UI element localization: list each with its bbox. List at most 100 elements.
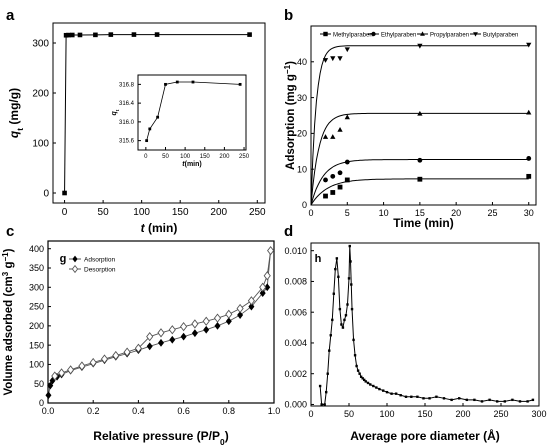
panel-d-point bbox=[511, 398, 514, 402]
panel-a-chart: 0 50 100 150 200 250 0 100 200 300 t (min) qt (mg/g… bbox=[7, 22, 266, 235]
panel-c-y-tick-label: 200 bbox=[29, 321, 44, 331]
panel-b-point-methylparaben bbox=[344, 177, 350, 183]
panel-b-x-tick-label: 15 bbox=[415, 208, 425, 218]
panel-d-point bbox=[428, 397, 431, 400]
panel-d-point bbox=[347, 277, 351, 280]
panel-c-desorption-point bbox=[112, 350, 120, 361]
panel-b-x-axis-label: Time (min) bbox=[393, 216, 453, 230]
panel-d-point bbox=[473, 398, 476, 402]
panel-d-x-tick-label: 250 bbox=[493, 409, 508, 419]
panel-c-x-tick-label: 0.2 bbox=[87, 406, 100, 416]
panel-c-desorption-point bbox=[67, 365, 75, 375]
panel-d-y-tick-label: 0.002 bbox=[284, 369, 307, 379]
panel-a-inset-y-tick-label: 315.6 bbox=[119, 139, 135, 145]
panel-d-point bbox=[329, 334, 332, 337]
panel-c-desorption-point bbox=[180, 321, 188, 332]
panel-c-desorption-point bbox=[146, 332, 154, 342]
panel-a-inset-plot-frame bbox=[137, 74, 247, 151]
panel-b-point-methylparaben bbox=[417, 176, 423, 182]
panel-b-y-tick-label: 30 bbox=[297, 93, 307, 103]
panel-c-desorption-point bbox=[78, 361, 86, 371]
panel-c-plot-frame bbox=[47, 240, 275, 404]
panel-a-point bbox=[62, 190, 67, 196]
panel-b-point-methylparaben bbox=[323, 193, 328, 199]
panel-a-x-tick-label: 150 bbox=[172, 207, 189, 218]
panel-c-desorption-point bbox=[157, 328, 165, 338]
panel-a-inset-x-tick-label: 50 bbox=[162, 154, 169, 160]
panel-b-fit-curve-methylparaben bbox=[310, 178, 529, 206]
panel-d-inner-label: h bbox=[315, 253, 322, 265]
panel-b-legend-label: Methylparaben bbox=[333, 33, 373, 39]
panel-c-desorption-point bbox=[89, 357, 97, 368]
panel-b-point-butylparaben bbox=[322, 58, 329, 63]
panel-d-x-tick-label: 300 bbox=[531, 409, 546, 419]
panel-b-legend-marker bbox=[371, 31, 376, 37]
panel-a-y-tick-label: 200 bbox=[32, 89, 49, 100]
panel-b-x-tick-label: 5 bbox=[345, 208, 350, 218]
panel-a-y-tick-label: 0 bbox=[43, 189, 49, 200]
panel-d-point bbox=[340, 323, 343, 326]
panel-c-adsorption-point bbox=[146, 342, 153, 351]
panel-d-point bbox=[358, 372, 361, 375]
panel-c-adsorption-point bbox=[214, 321, 221, 330]
panel-c-desorption-point bbox=[267, 246, 275, 256]
panel-d-point bbox=[334, 267, 337, 271]
panel-d-x-tick-label: 50 bbox=[344, 409, 354, 419]
panel-d-point bbox=[404, 395, 408, 398]
panel-c-desorption-point bbox=[100, 354, 109, 364]
panel-c-y-tick-label: 250 bbox=[29, 302, 44, 312]
panel-c-y-tick-label: 300 bbox=[29, 282, 44, 292]
panel-a-plot-frame bbox=[52, 22, 266, 204]
panel-d-point bbox=[341, 326, 345, 329]
panel-d-point bbox=[350, 307, 354, 311]
panel-c-desorption-point bbox=[191, 319, 199, 329]
panel-c-y-tick-label: 400 bbox=[29, 244, 44, 254]
panel-d-point bbox=[363, 378, 366, 382]
panel-b-point-ethylparaben bbox=[323, 177, 328, 183]
panel-d-point bbox=[366, 381, 370, 385]
panel-d-point bbox=[518, 400, 522, 403]
panel-a-point bbox=[247, 32, 252, 37]
panel-c-desorption-point bbox=[247, 296, 255, 306]
panel-b-legend-label: Propylparaben bbox=[430, 33, 469, 39]
panel-d-point bbox=[496, 400, 499, 403]
panel-a-inset-line bbox=[146, 81, 241, 141]
panel-a-inset-x-tick-label: 200 bbox=[219, 154, 230, 160]
panel-d-point bbox=[323, 403, 326, 406]
panel-a-y-tick-label: 300 bbox=[32, 39, 49, 50]
panel-d-point bbox=[458, 397, 461, 400]
panel-c-desorption-point bbox=[57, 368, 66, 378]
panel-d-point bbox=[348, 244, 351, 248]
panel-c-adsorption-line bbox=[48, 250, 272, 396]
panel-d-point bbox=[480, 400, 484, 403]
panel-b-point-ethylparaben bbox=[337, 170, 343, 176]
panel-b-point-butylparaben bbox=[344, 47, 350, 53]
panel-label-b: b bbox=[284, 7, 293, 24]
panel-c-desorption-point bbox=[236, 303, 244, 314]
panel-a-point bbox=[154, 32, 160, 37]
panel-a-inset-y-tick-label: 316.8 bbox=[119, 82, 135, 88]
panel-d-point bbox=[343, 318, 346, 322]
panel-d-point bbox=[344, 314, 348, 317]
panel-d-x-tick-label: 100 bbox=[379, 409, 394, 419]
panel-b-plot-frame bbox=[310, 25, 537, 206]
panel-c-legend-marker bbox=[72, 255, 78, 263]
panel-a-series-line bbox=[64, 34, 250, 194]
panel-d-x-tick-label: 200 bbox=[455, 409, 470, 419]
panel-d-point bbox=[488, 398, 491, 402]
panel-b-point-ethylparaben bbox=[344, 159, 350, 165]
panel-d-point bbox=[364, 380, 367, 383]
panel-c-adsorption-point bbox=[45, 391, 52, 400]
panel-d-point bbox=[503, 400, 506, 403]
panel-b-point-propylparaben bbox=[322, 134, 329, 139]
panel-b-point-propylparaben bbox=[344, 114, 350, 120]
panel-a-y-tick-label: 100 bbox=[32, 139, 49, 150]
panel-d-plot-frame bbox=[310, 242, 540, 407]
panel-b-y-tick-label: 10 bbox=[297, 164, 307, 174]
panel-a-x-tick-label: 0 bbox=[62, 207, 68, 218]
panel-b-point-butylparaben bbox=[526, 42, 532, 48]
panel-d-point bbox=[526, 400, 529, 403]
panel-d-x-tick-label: 150 bbox=[417, 409, 432, 419]
panel-d-point bbox=[375, 386, 378, 389]
panel-c-legend-marker bbox=[71, 264, 79, 274]
